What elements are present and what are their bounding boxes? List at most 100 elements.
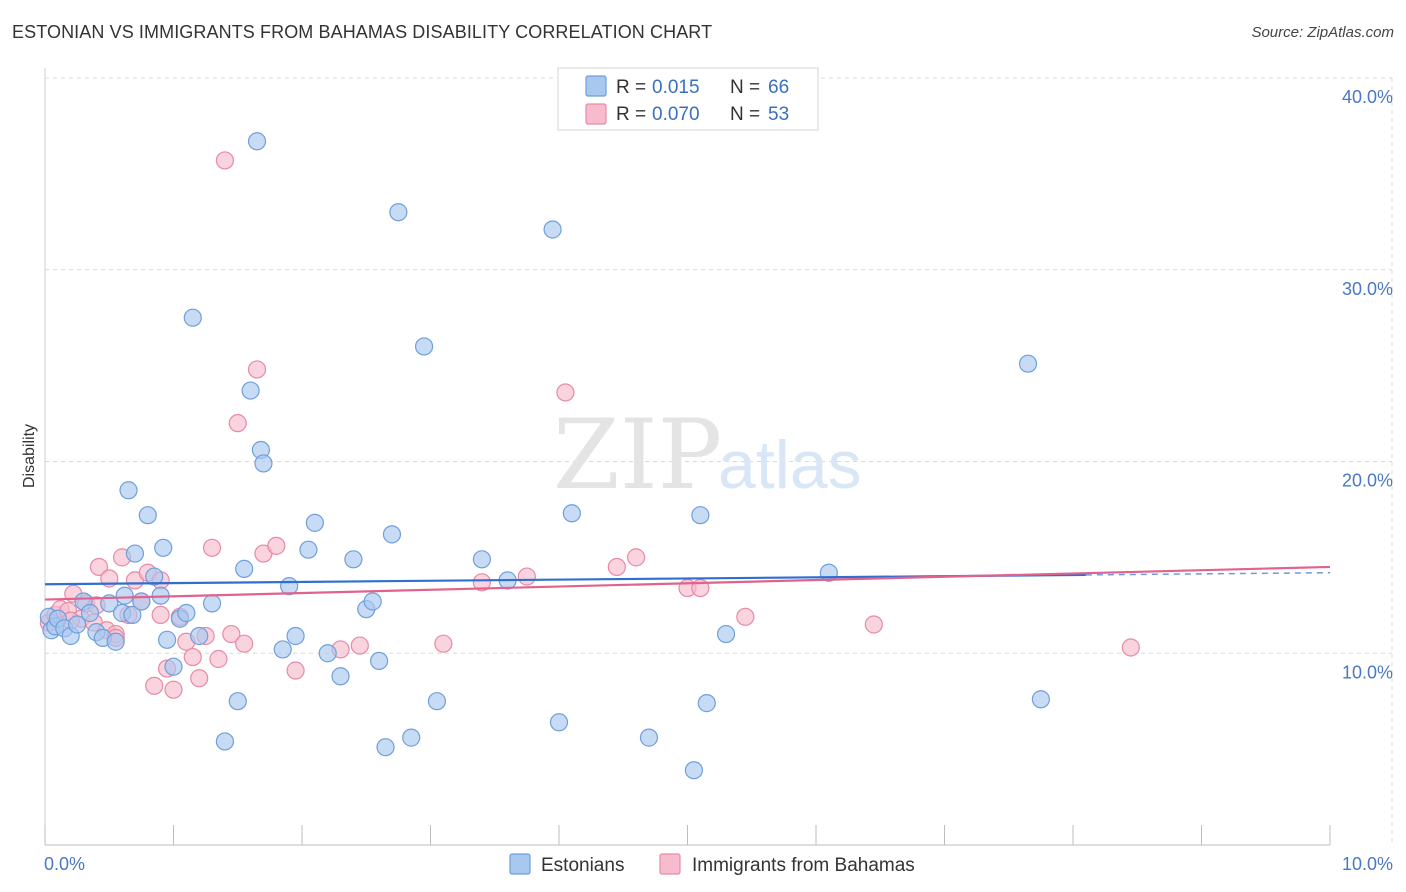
bahamas-point-24 [190, 669, 209, 688]
legend-r-value-2: 0.070 [652, 104, 700, 125]
bahamas-point-8 [89, 557, 109, 577]
estonians-point-36 [254, 454, 273, 473]
watermark-zip: ZIP [553, 399, 722, 511]
watermark: ZIP atlas [553, 399, 862, 511]
estonians-point-47 [370, 651, 389, 671]
estonians-point-23 [157, 630, 177, 649]
source-credit: Source: ZipAtlas.com [1251, 24, 1394, 41]
legend-r-label-1: R = [616, 77, 646, 98]
legend-box: R = 0.015 N = 66 R = 0.070 N = 53 [557, 67, 819, 131]
estonians-point-27 [183, 308, 202, 327]
bahamas-point-23 [183, 647, 202, 667]
trend-line-estonians [44, 573, 1086, 586]
axes [44, 68, 1331, 846]
estonians-point-65 [1018, 354, 1038, 373]
estonians-point-18 [132, 592, 151, 611]
estonians-point-34 [247, 132, 267, 151]
estonians-point-11 [100, 594, 119, 613]
estonians-point-62 [697, 694, 716, 713]
x-tick-label-max: 10.0% [1342, 854, 1393, 874]
estonians-point-22 [154, 538, 173, 557]
y-tick-label-0: 10.0% [1342, 662, 1393, 682]
estonians-point-57 [549, 713, 569, 732]
bahamas-point-17 [145, 676, 164, 695]
x-tick-label-min: 0.0% [44, 854, 85, 874]
estonians-point-59 [639, 728, 659, 747]
estonians-point-26 [177, 603, 196, 623]
bottom-legend: Estonians Immigrants from Bahamas [509, 853, 915, 876]
bahamas-point-47 [1121, 638, 1140, 657]
estonians-point-49 [382, 525, 402, 544]
estonians-point-14 [115, 586, 134, 605]
bahamas-point-52 [151, 605, 170, 625]
bahamas-point-31 [247, 360, 267, 379]
estonians-point-39 [286, 626, 305, 646]
estonians-point-8 [80, 603, 100, 623]
bottom-legend-swatch-estonians [509, 853, 531, 875]
bahamas-point-28 [222, 624, 241, 644]
legend-n-label-2: N = [730, 104, 760, 125]
bahamas-point-33 [267, 536, 286, 555]
estonians-point-31 [228, 692, 247, 711]
estonians-point-53 [427, 692, 447, 711]
estonians-point-66 [1031, 690, 1050, 709]
bottom-legend-swatch-bahamas [659, 853, 681, 875]
bahamas-point-39 [517, 567, 536, 586]
estonians-point-30 [215, 732, 234, 751]
estonians-point-54 [472, 550, 491, 569]
legend-swatch-estonians [585, 75, 607, 97]
bahamas-point-40 [556, 383, 575, 402]
y-axis-label: Disability [21, 424, 38, 488]
estonians-point-17 [125, 544, 145, 563]
bahamas-point-37 [434, 634, 453, 653]
y-tick-label-1: 20.0% [1342, 471, 1393, 491]
estonians-point-37 [273, 640, 292, 659]
y-tick-labels: 10.0% 20.0% 30.0% 40.0% [1342, 87, 1393, 682]
bahamas-point-45 [736, 607, 755, 626]
estonians-point-63 [716, 624, 736, 644]
legend-n-value-2: 53 [768, 104, 789, 125]
estonians-point-28 [190, 626, 209, 646]
trend-line-estonians-extension [1085, 571, 1331, 576]
estonians-point-48 [376, 738, 395, 757]
estonians-point-19 [138, 506, 157, 525]
estonians-point-42 [318, 644, 337, 663]
estonians-point-29 [202, 594, 222, 613]
legend-r-value-1: 0.015 [652, 77, 700, 98]
estonians-point-58 [562, 504, 581, 523]
bahamas-point-29 [228, 414, 247, 433]
x-tick-labels: 0.0% 10.0% [44, 854, 1393, 874]
series-estonians-points [39, 132, 1050, 780]
bahamas-point-41 [607, 557, 626, 577]
estonians-point-51 [402, 728, 421, 747]
estonians-point-20 [145, 567, 164, 586]
estonians-point-61 [691, 506, 710, 525]
estonians-point-60 [684, 761, 704, 780]
estonians-point-43 [331, 667, 350, 686]
estonians-point-40 [299, 540, 318, 559]
chart-title: ESTONIAN VS IMMIGRANTS FROM BAHAMAS DISA… [12, 22, 713, 42]
bahamas-point-26 [202, 538, 222, 557]
estonians-point-6 [68, 615, 87, 634]
y-tick-label-2: 30.0% [1342, 279, 1393, 299]
bahamas-point-36 [350, 636, 369, 655]
bahamas-point-38 [472, 573, 491, 592]
bahamas-point-34 [286, 661, 305, 680]
estonians-point-41 [305, 513, 324, 532]
trend-lines [44, 565, 1331, 601]
estonians-point-32 [235, 559, 254, 578]
bahamas-point-27 [209, 649, 228, 669]
bahamas-point-20 [164, 680, 183, 699]
estonians-point-16 [123, 605, 142, 625]
estonians-point-44 [344, 550, 363, 569]
estonians-point-52 [414, 337, 434, 356]
bahamas-point-30 [235, 634, 254, 653]
watermark-atlas: atlas [718, 427, 862, 503]
trend-line-bahamas [44, 565, 1331, 601]
bahamas-point-46 [864, 615, 883, 634]
legend-n-label-1: N = [730, 77, 760, 98]
legend-swatch-bahamas [585, 103, 607, 125]
y-tick-label-3: 40.0% [1342, 87, 1393, 107]
bahamas-point-42 [626, 548, 646, 567]
